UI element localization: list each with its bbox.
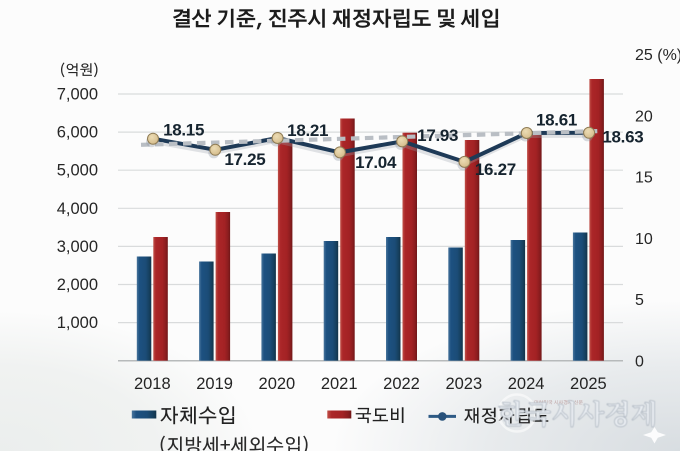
svg-text:2020: 2020 xyxy=(259,375,296,393)
svg-text:7,000: 7,000 xyxy=(57,86,98,104)
svg-text:17.93: 17.93 xyxy=(417,126,458,145)
svg-text:4,000: 4,000 xyxy=(57,200,98,218)
svg-text:2021: 2021 xyxy=(321,375,358,393)
svg-text:2022: 2022 xyxy=(383,375,420,393)
svg-text:1,000: 1,000 xyxy=(57,314,98,332)
svg-text:16.27: 16.27 xyxy=(475,160,516,179)
svg-text:18.61: 18.61 xyxy=(536,110,577,129)
svg-text:2019: 2019 xyxy=(196,375,233,393)
svg-text:6,000: 6,000 xyxy=(57,124,98,142)
svg-text:10: 10 xyxy=(635,231,653,248)
svg-text:3,000: 3,000 xyxy=(57,238,98,256)
svg-text:2024: 2024 xyxy=(508,375,545,393)
svg-text:17.04: 17.04 xyxy=(355,153,397,172)
svg-text:2,000: 2,000 xyxy=(57,276,98,294)
svg-text:25 (%): 25 (%) xyxy=(635,47,680,64)
svg-text:15: 15 xyxy=(635,170,653,187)
svg-text:2025: 2025 xyxy=(570,375,607,393)
svg-text:5,000: 5,000 xyxy=(57,162,98,180)
svg-text:18.21: 18.21 xyxy=(287,121,328,140)
svg-text:20: 20 xyxy=(635,108,653,125)
svg-text:18.15: 18.15 xyxy=(163,121,204,140)
svg-text:2023: 2023 xyxy=(445,375,482,393)
svg-text:0: 0 xyxy=(635,354,644,371)
svg-text:17.25: 17.25 xyxy=(224,150,265,169)
svg-text:2018: 2018 xyxy=(134,375,171,393)
svg-text:18.63: 18.63 xyxy=(602,127,643,146)
svg-text:5: 5 xyxy=(635,292,644,309)
